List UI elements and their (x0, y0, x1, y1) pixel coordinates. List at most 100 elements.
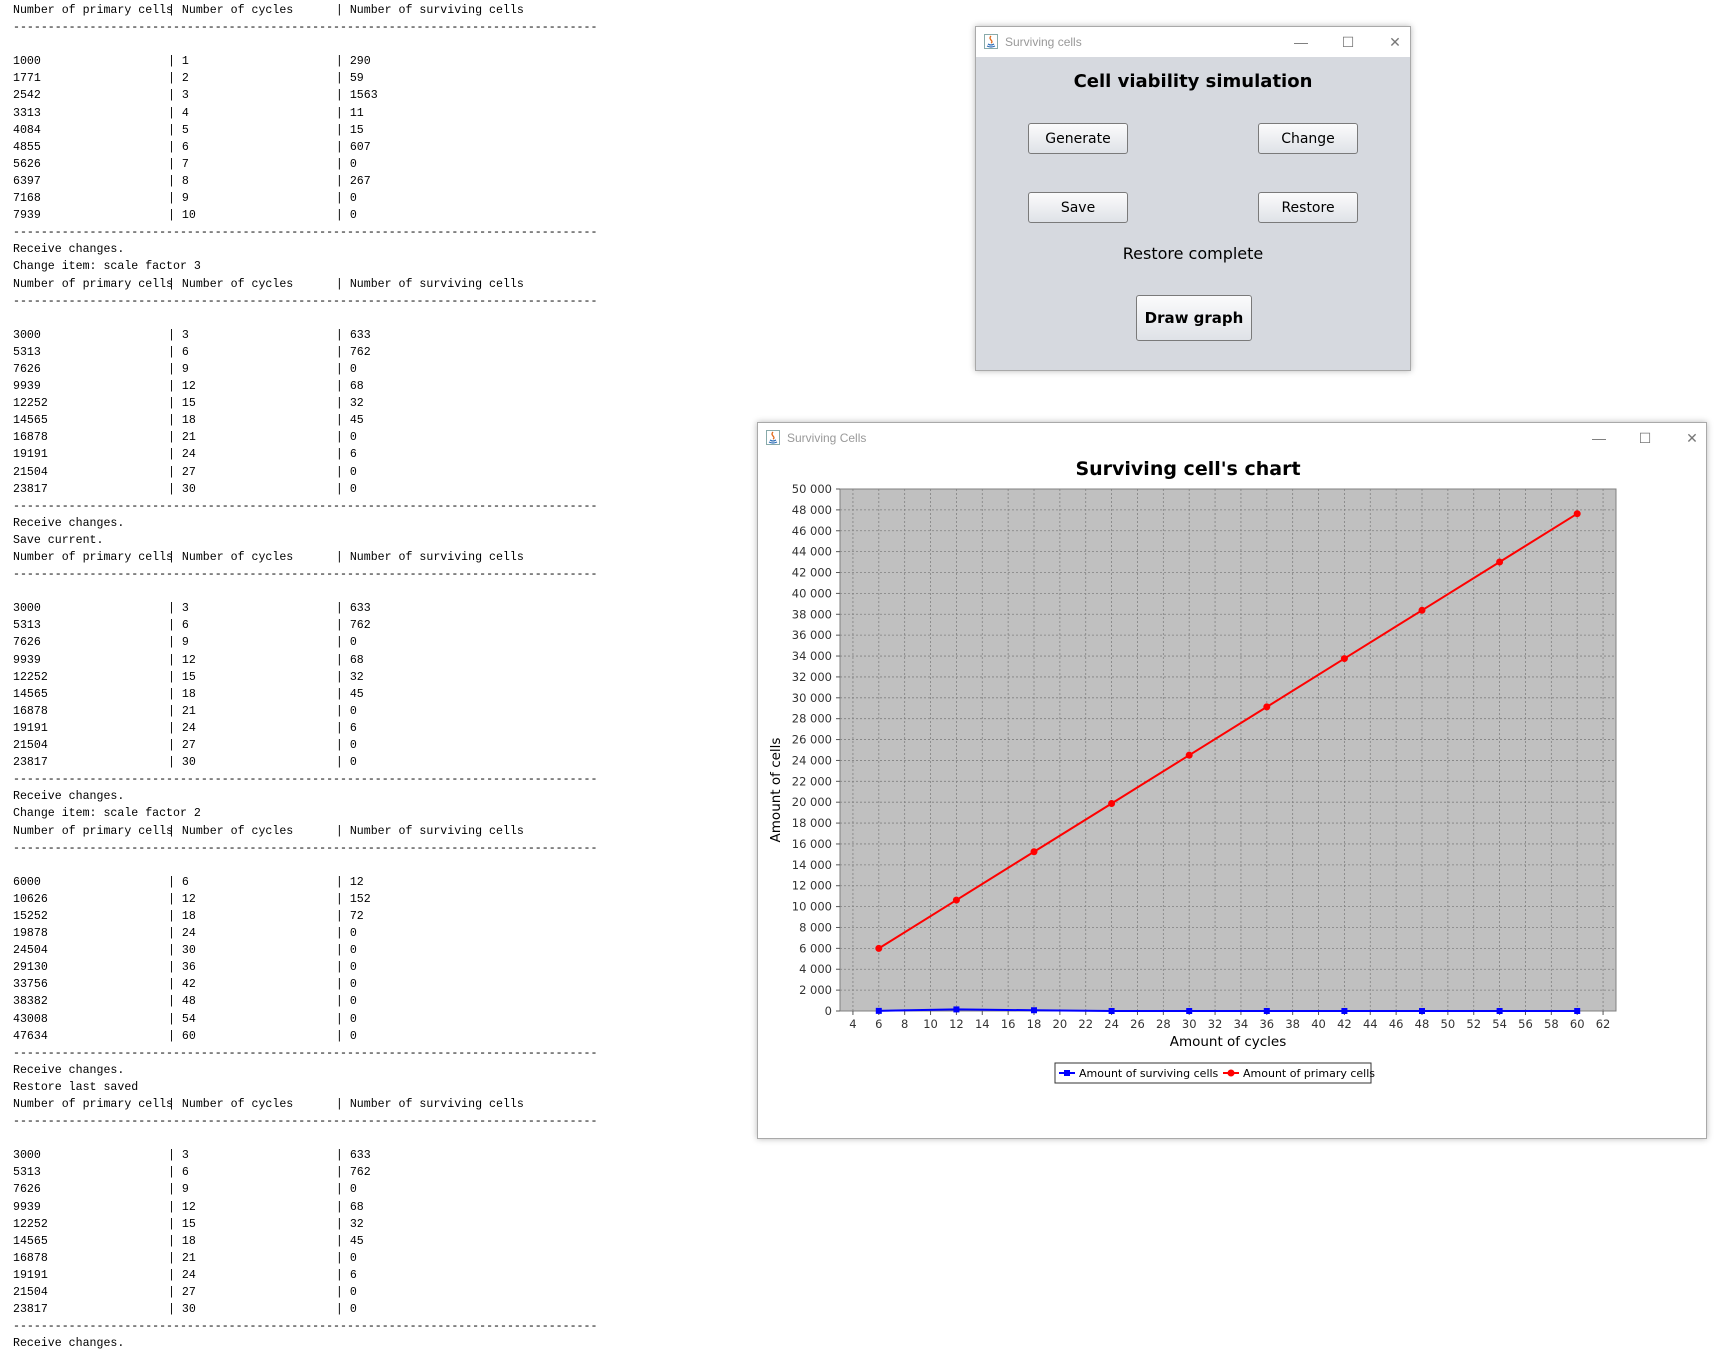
console-cell: 12 (349, 875, 364, 889)
column-divider: | (335, 619, 350, 633)
x-tick-label: 24 (1104, 1017, 1119, 1031)
draw-graph-button[interactable]: Draw graph (1136, 295, 1252, 341)
x-tick-label: 44 (1363, 1017, 1378, 1031)
legend-label: Amount of surviving cells (1079, 1067, 1219, 1080)
y-tick-label: 26 000 (792, 733, 832, 747)
column-divider: | (168, 1268, 182, 1282)
close-icon[interactable]: ✕ (1686, 430, 1698, 446)
console-cell: 24 (181, 927, 196, 941)
change-button[interactable]: Change (1258, 123, 1358, 154)
console-separator: ----------------------------------------… (13, 1115, 598, 1129)
console-cell: 6 (181, 345, 189, 359)
console-cell: 10626 (13, 892, 48, 906)
console-message: Receive changes. (13, 790, 125, 804)
console-cell: 38382 (13, 995, 48, 1009)
console-blank-line (13, 1130, 653, 1147)
column-divider: | (168, 739, 182, 753)
column-divider: | (168, 1166, 182, 1180)
close-icon[interactable]: ✕ (1389, 34, 1401, 50)
console-cell: Number of cycles (181, 824, 294, 838)
column-divider: | (335, 1286, 350, 1300)
console-cell: 36 (181, 961, 196, 975)
column-divider: | (168, 380, 182, 394)
console-table-row: 14565 | 18 | 45 (13, 1233, 653, 1250)
column-divider: | (168, 961, 182, 975)
console-cell: 3000 (13, 1149, 41, 1163)
console-cell: 16878 (13, 1251, 48, 1265)
console-cell: 10 (181, 209, 196, 223)
y-tick-label: 28 000 (792, 712, 832, 726)
x-tick-label: 26 (1130, 1017, 1145, 1031)
console-cell: 7 (181, 157, 189, 171)
console-blank-line (13, 36, 653, 53)
maximize-icon[interactable]: ☐ (1341, 34, 1355, 50)
data-point (1031, 1007, 1037, 1014)
column-divider: | (335, 1098, 350, 1111)
console-cell: 3000 (13, 328, 41, 342)
console-table-row: 16878 | 21 | 0 (13, 703, 653, 720)
console-message: Receive changes. (13, 516, 125, 530)
x-tick-label: 10 (923, 1017, 938, 1031)
y-tick-label: 0 (825, 1004, 832, 1018)
console-cell: 19191 (13, 1268, 48, 1282)
console-table-row: 1000 | 1 | 290 (13, 53, 653, 70)
console-cell: 2542 (13, 89, 41, 103)
data-point (1263, 1008, 1270, 1014)
data-point (1496, 1008, 1503, 1014)
minimize-icon[interactable]: — (1592, 430, 1606, 446)
console-table-row: 19878 | 24 | 0 (13, 925, 653, 942)
x-tick-label: 58 (1544, 1017, 1559, 1031)
console-cell: 7939 (13, 209, 41, 223)
console-table-row: 12252 | 15 | 32 (13, 395, 653, 412)
x-tick-label: 6 (875, 1017, 882, 1031)
column-divider: | (168, 687, 182, 701)
column-divider: | (168, 157, 182, 171)
save-button[interactable]: Save (1028, 192, 1128, 223)
console-cell: 32 (349, 1217, 364, 1231)
column-divider: | (335, 1200, 350, 1214)
console-table-row: 9939 | 12 | 68 (13, 378, 653, 395)
console-cell: 633 (349, 328, 371, 342)
console-cell: 68 (349, 653, 364, 667)
console-cell: 21 (181, 1251, 196, 1265)
console-table-row: 19191 | 24 | 6 (13, 446, 653, 463)
console-cell: 5626 (13, 157, 41, 171)
column-divider: | (168, 1251, 182, 1265)
console-table-row: 47634 | 60 | 0 (13, 1028, 653, 1045)
column-divider: | (335, 448, 350, 462)
console-cell: 21504 (13, 1286, 48, 1300)
java-icon (984, 34, 998, 49)
console-cell: 68 (349, 1200, 364, 1214)
console-cell: 762 (349, 345, 371, 359)
restore-button[interactable]: Restore (1258, 192, 1358, 223)
console-table-row: 5313 | 6 | 762 (13, 344, 653, 361)
maximize-icon[interactable]: ☐ (1638, 430, 1652, 446)
column-divider: | (168, 192, 182, 206)
column-divider: | (168, 465, 182, 479)
console-blank-line (13, 310, 653, 327)
x-axis-label: Amount of cycles (1170, 1034, 1287, 1050)
simulation-window-titlebar[interactable]: Surviving cells — ☐ ✕ (976, 27, 1410, 57)
console-cell: 7626 (13, 1183, 41, 1197)
console-cell: 27 (181, 465, 196, 479)
console-cell: Number of surviving cells (349, 551, 524, 564)
console-cell: 18 (181, 909, 196, 923)
generate-button[interactable]: Generate (1028, 123, 1128, 154)
y-tick-label: 20 000 (792, 795, 832, 809)
column-divider: | (335, 89, 350, 103)
column-divider: | (335, 345, 350, 359)
console-cell: 24504 (13, 944, 48, 958)
console-separator: ----------------------------------------… (13, 1320, 598, 1334)
chart-window-titlebar[interactable]: Surviving Cells — ☐ ✕ (758, 423, 1706, 453)
data-point (1108, 1008, 1115, 1014)
minimize-icon[interactable]: — (1294, 34, 1308, 50)
data-point (1108, 799, 1116, 807)
console-table-row: 5626 | 7 | 0 (13, 156, 653, 173)
x-tick-label: 42 (1337, 1017, 1352, 1031)
y-tick-label: 32 000 (792, 670, 832, 684)
console-cell: 1771 (13, 72, 41, 86)
y-tick-label: 48 000 (792, 503, 832, 517)
column-divider: | (335, 482, 350, 496)
x-tick-label: 50 (1441, 1017, 1456, 1031)
console-cell: 7626 (13, 362, 41, 376)
